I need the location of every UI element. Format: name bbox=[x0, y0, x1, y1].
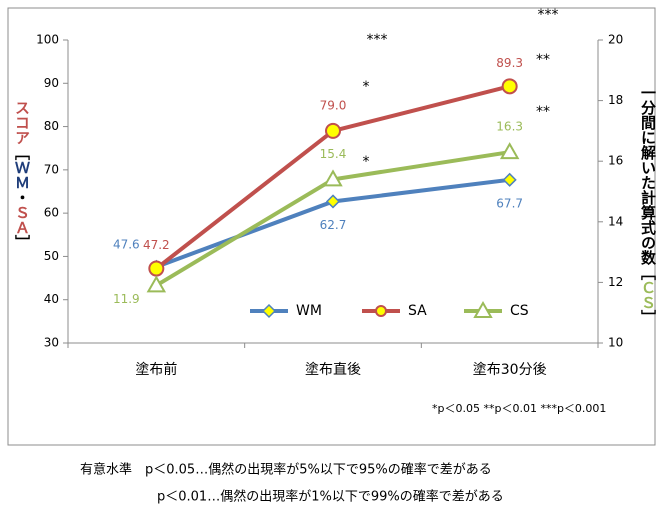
legend-marker bbox=[473, 300, 493, 318]
value-label: 47.2 bbox=[143, 238, 170, 252]
value-label: 16.3 bbox=[496, 120, 523, 134]
ylabel: スコア［ＷＭ・ＳＡ］ bbox=[13, 100, 31, 250]
y2-tick-label: 14 bbox=[608, 214, 623, 228]
x-tick-label: 塗布直後 bbox=[305, 361, 361, 378]
value-label: 67.7 bbox=[496, 196, 523, 210]
y2label-part: 一分間に解いた計算式の数 bbox=[639, 85, 657, 266]
marker bbox=[148, 260, 165, 277]
y-tick-label: 70 bbox=[44, 162, 59, 176]
y2-tick-label: 20 bbox=[608, 33, 623, 47]
significance: ** bbox=[536, 52, 550, 68]
y2-tick-label: 16 bbox=[608, 154, 623, 168]
y2-tick-label: 18 bbox=[608, 93, 623, 107]
significance: ** bbox=[536, 104, 550, 120]
y2label-part: ［ bbox=[639, 265, 657, 281]
y-tick-label: 90 bbox=[44, 76, 59, 90]
footnote: *p＜0.05 **p＜0.01 ***p＜0.001 bbox=[432, 402, 606, 415]
y2label-part: ＣＳ bbox=[639, 280, 657, 310]
marker bbox=[325, 194, 341, 209]
legend-marker bbox=[261, 303, 277, 319]
significance: * bbox=[363, 154, 370, 170]
y-tick-label: 80 bbox=[44, 119, 59, 133]
y2label-part: ］ bbox=[639, 309, 657, 325]
ylabel-part: ［ bbox=[13, 145, 31, 161]
marker bbox=[146, 275, 167, 293]
ylabel-part: ＳＡ bbox=[13, 205, 31, 235]
legend-label: SA bbox=[408, 303, 427, 319]
legend-label: WM bbox=[296, 303, 322, 319]
significance: *** bbox=[538, 7, 559, 23]
note: 有意水準 p＜0.05…偶然の出現率が5%以下で95%の確率で差がある bbox=[80, 462, 492, 478]
marker bbox=[501, 78, 518, 95]
legend-label: CS bbox=[510, 303, 529, 319]
significance: * bbox=[363, 79, 370, 95]
value-label: 11.9 bbox=[113, 292, 140, 306]
y-tick-label: 50 bbox=[44, 249, 59, 263]
value-label: 79.0 bbox=[320, 98, 347, 112]
legend-marker bbox=[375, 305, 387, 317]
y-tick-label: 60 bbox=[44, 206, 59, 220]
ylabel-part: ＷＭ bbox=[13, 160, 31, 190]
y-tick-label: 40 bbox=[44, 292, 59, 306]
value-label: 15.4 bbox=[320, 147, 347, 161]
ylabel-part: スコア bbox=[13, 100, 31, 145]
y-tick-label: 30 bbox=[44, 336, 59, 350]
value-label: 89.3 bbox=[496, 56, 523, 70]
y2label: 一分間に解いた計算式の数［ＣＳ］ bbox=[639, 85, 657, 325]
ylabel-part: ］ bbox=[13, 234, 31, 250]
value-label: 47.6 bbox=[113, 237, 140, 251]
value-label: 62.7 bbox=[320, 218, 347, 232]
y-tick-label: 100 bbox=[36, 33, 59, 47]
note: p＜0.01…偶然の出現率が1%以下で99%の確率で差がある bbox=[157, 489, 504, 505]
y2-tick-label: 10 bbox=[608, 336, 623, 350]
marker bbox=[323, 169, 343, 187]
significance: *** bbox=[367, 32, 388, 48]
x-tick-label: 塗布30分後 bbox=[473, 361, 547, 378]
y2-tick-label: 12 bbox=[608, 275, 623, 289]
x-tick-label: 塗布前 bbox=[135, 361, 177, 378]
marker bbox=[499, 142, 520, 160]
chart-frame bbox=[7, 7, 656, 446]
marker bbox=[325, 122, 341, 139]
marker bbox=[502, 172, 517, 187]
ylabel-part: ・ bbox=[13, 190, 31, 205]
